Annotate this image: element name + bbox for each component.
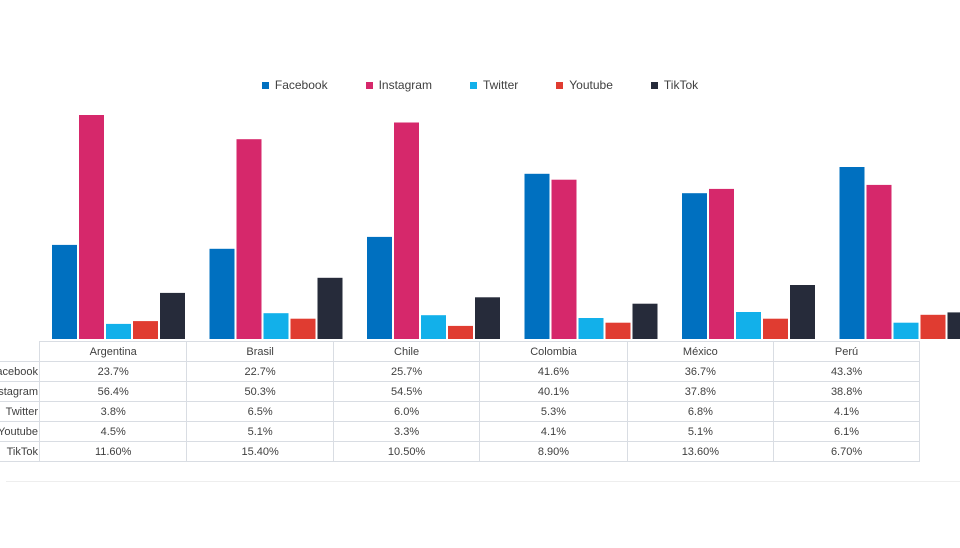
table-column-header: Chile — [332, 341, 481, 362]
table-cell: 6.70% — [773, 441, 920, 462]
table-cell: 5.1% — [186, 421, 334, 442]
table-column-header: México — [626, 341, 775, 362]
legend-label: Facebook — [274, 78, 328, 92]
table-cell: 23.7% — [38, 361, 188, 382]
table-cell: 11.60% — [38, 441, 188, 462]
table-cell: 15.40% — [186, 441, 334, 462]
table-cell: 6.0% — [332, 401, 481, 422]
legend-item-instagram: Instagram — [365, 76, 432, 94]
bar-tiktok-2 — [475, 297, 500, 339]
bar-twitter-1 — [263, 313, 289, 339]
bar-tiktok-5 — [947, 312, 960, 339]
legend-swatch — [650, 81, 658, 89]
bar-instagram-0 — [79, 115, 104, 339]
bar-twitter-0 — [106, 323, 131, 339]
bar-youtube-3 — [605, 322, 631, 339]
table-corner — [0, 341, 40, 362]
table-row: Facebook23.7%22.7%25.7%41.6%36.7%43.3% — [0, 361, 920, 382]
table-cell: 13.60% — [626, 441, 775, 462]
bar-youtube-5 — [920, 314, 946, 339]
legend-item-youtube: Youtube — [556, 76, 613, 94]
table-cell: 5.3% — [479, 401, 628, 422]
table-cell: 4.1% — [773, 401, 920, 422]
table-column-header: Brasil — [186, 341, 334, 362]
bar-youtube-0 — [133, 321, 158, 339]
legend-label: Youtube — [569, 78, 613, 92]
table-column-header: Perú — [773, 341, 920, 362]
bar-facebook-2 — [367, 236, 392, 339]
legend-label: Instagram — [378, 78, 432, 92]
legend-label: Twitter — [482, 78, 519, 92]
table-cell: 6.5% — [186, 401, 334, 422]
bar-facebook-1 — [209, 248, 235, 339]
table-cell: 40.1% — [479, 381, 628, 402]
bar-tiktok-3 — [632, 303, 658, 339]
bar-twitter-4 — [736, 312, 761, 339]
bar-instagram-2 — [394, 122, 419, 339]
table-cell: 54.5% — [332, 381, 481, 402]
table-cell: 50.3% — [186, 381, 334, 402]
bar-twitter-2 — [421, 315, 446, 339]
table-cell: 5.1% — [626, 421, 775, 442]
chart-legend: Facebook Instagram Twitter Youtube TikTok — [0, 76, 960, 94]
legend-label: TikTok — [663, 78, 699, 92]
bar-instagram-4 — [709, 188, 734, 339]
table-row: TikTok 11.60% 15.40% 10.50% 8.90% 13.60% 6.70% — [0, 441, 920, 462]
bar-tiktok-0 — [160, 292, 185, 339]
table-column-header: Argentina — [38, 341, 188, 362]
table-row-header: TikTok — [0, 441, 40, 462]
bar-facebook-5 — [839, 167, 865, 339]
table-row: Instagram56.4%50.3%54.5%40.1%37.8%38.8% — [0, 381, 920, 402]
table-cell: 10.50% — [332, 441, 481, 462]
table-column-header: Colombia — [479, 341, 628, 362]
table-cell: 3.3% — [332, 421, 481, 442]
bar-tiktok-4 — [790, 285, 815, 339]
table-row-header: Youtube — [0, 421, 40, 442]
bar-facebook-4 — [682, 193, 707, 339]
legend-item-twitter: Twitter — [469, 76, 519, 94]
legend-swatch — [469, 81, 477, 89]
table-cell: 22.7% — [186, 361, 334, 382]
table-row-header: Facebook — [0, 361, 40, 382]
table-cell: 41.6% — [479, 361, 628, 382]
table-cell: 6.1% — [773, 421, 920, 442]
table-cell: 37.8% — [626, 381, 775, 402]
table-cell: 8.90% — [479, 441, 628, 462]
table-cell: 3.8% — [38, 401, 188, 422]
legend-item-tiktok: TikTok — [650, 76, 699, 94]
legend-item-facebook: Facebook — [261, 76, 328, 94]
bar-instagram-5 — [866, 184, 892, 339]
table-cell: 25.7% — [332, 361, 481, 382]
table-cell: 43.3% — [773, 361, 920, 382]
bar-youtube-1 — [290, 318, 316, 339]
bar-twitter-3 — [578, 318, 604, 339]
table-cell: 38.8% — [773, 381, 920, 402]
table-cell: 4.1% — [479, 421, 628, 442]
legend-swatch — [556, 81, 564, 89]
table-cell: 4.5% — [38, 421, 188, 442]
table-row: Youtube 4.5% 5.1% 3.3% 4.1% 5.1% 6.1% — [0, 421, 920, 442]
bar-youtube-4 — [763, 318, 788, 339]
bar-youtube-2 — [448, 325, 473, 339]
legend-swatch — [261, 81, 269, 89]
table-row: Twitter 3.8% 6.5% 6.0% 5.3% 6.8% 4.1% — [0, 401, 920, 422]
bar-facebook-0 — [52, 244, 77, 339]
legend-swatch — [365, 81, 373, 89]
table-cell: 56.4% — [38, 381, 188, 402]
bottom-divider — [6, 481, 960, 482]
bar-instagram-3 — [551, 179, 577, 339]
table-row-header: Instagram — [0, 381, 40, 402]
table-cell: 36.7% — [626, 361, 775, 382]
table-row-header: Twitter — [0, 401, 40, 422]
bar-instagram-1 — [236, 139, 262, 339]
bar-tiktok-1 — [317, 277, 343, 339]
bar-twitter-5 — [893, 322, 919, 339]
table-cell: 6.8% — [626, 401, 775, 422]
bar-facebook-3 — [524, 173, 550, 339]
